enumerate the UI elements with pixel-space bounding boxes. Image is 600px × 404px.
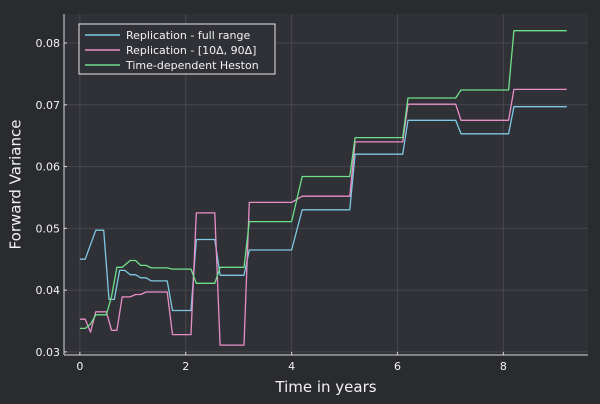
axes: 0 2 4 6 8 0.03 0.04 0.05 0.06 0.07 0.08 bbox=[36, 14, 588, 373]
y-tick-label: 0.05 bbox=[36, 222, 61, 235]
x-tick-label: 2 bbox=[182, 360, 189, 373]
y-tick-label: 0.07 bbox=[36, 99, 61, 112]
legend-label: Replication - full range bbox=[126, 29, 251, 42]
legend: Replication - full range Replication - [1… bbox=[78, 23, 276, 75]
grid bbox=[64, 14, 588, 355]
x-tick-label: 8 bbox=[500, 360, 507, 373]
y-tick-label: 0.04 bbox=[36, 284, 61, 297]
y-axis-label: Forward Variance bbox=[7, 120, 25, 250]
series-line-2 bbox=[79, 88, 567, 346]
series-line-3 bbox=[79, 30, 567, 330]
y-tick-label: 0.08 bbox=[36, 37, 61, 50]
x-tick-label: 6 bbox=[394, 360, 401, 373]
x-tick-label: 4 bbox=[288, 360, 295, 373]
legend-label: Time-dependent Heston bbox=[125, 59, 259, 72]
legend-label: Replication - [10Δ, 90Δ] bbox=[126, 44, 256, 57]
y-tick-label: 0.03 bbox=[36, 346, 61, 359]
series-layer bbox=[79, 30, 567, 346]
y-tick-label: 0.06 bbox=[36, 161, 61, 174]
x-tick-label: 0 bbox=[76, 360, 83, 373]
x-axis-label: Time in years bbox=[274, 378, 376, 396]
